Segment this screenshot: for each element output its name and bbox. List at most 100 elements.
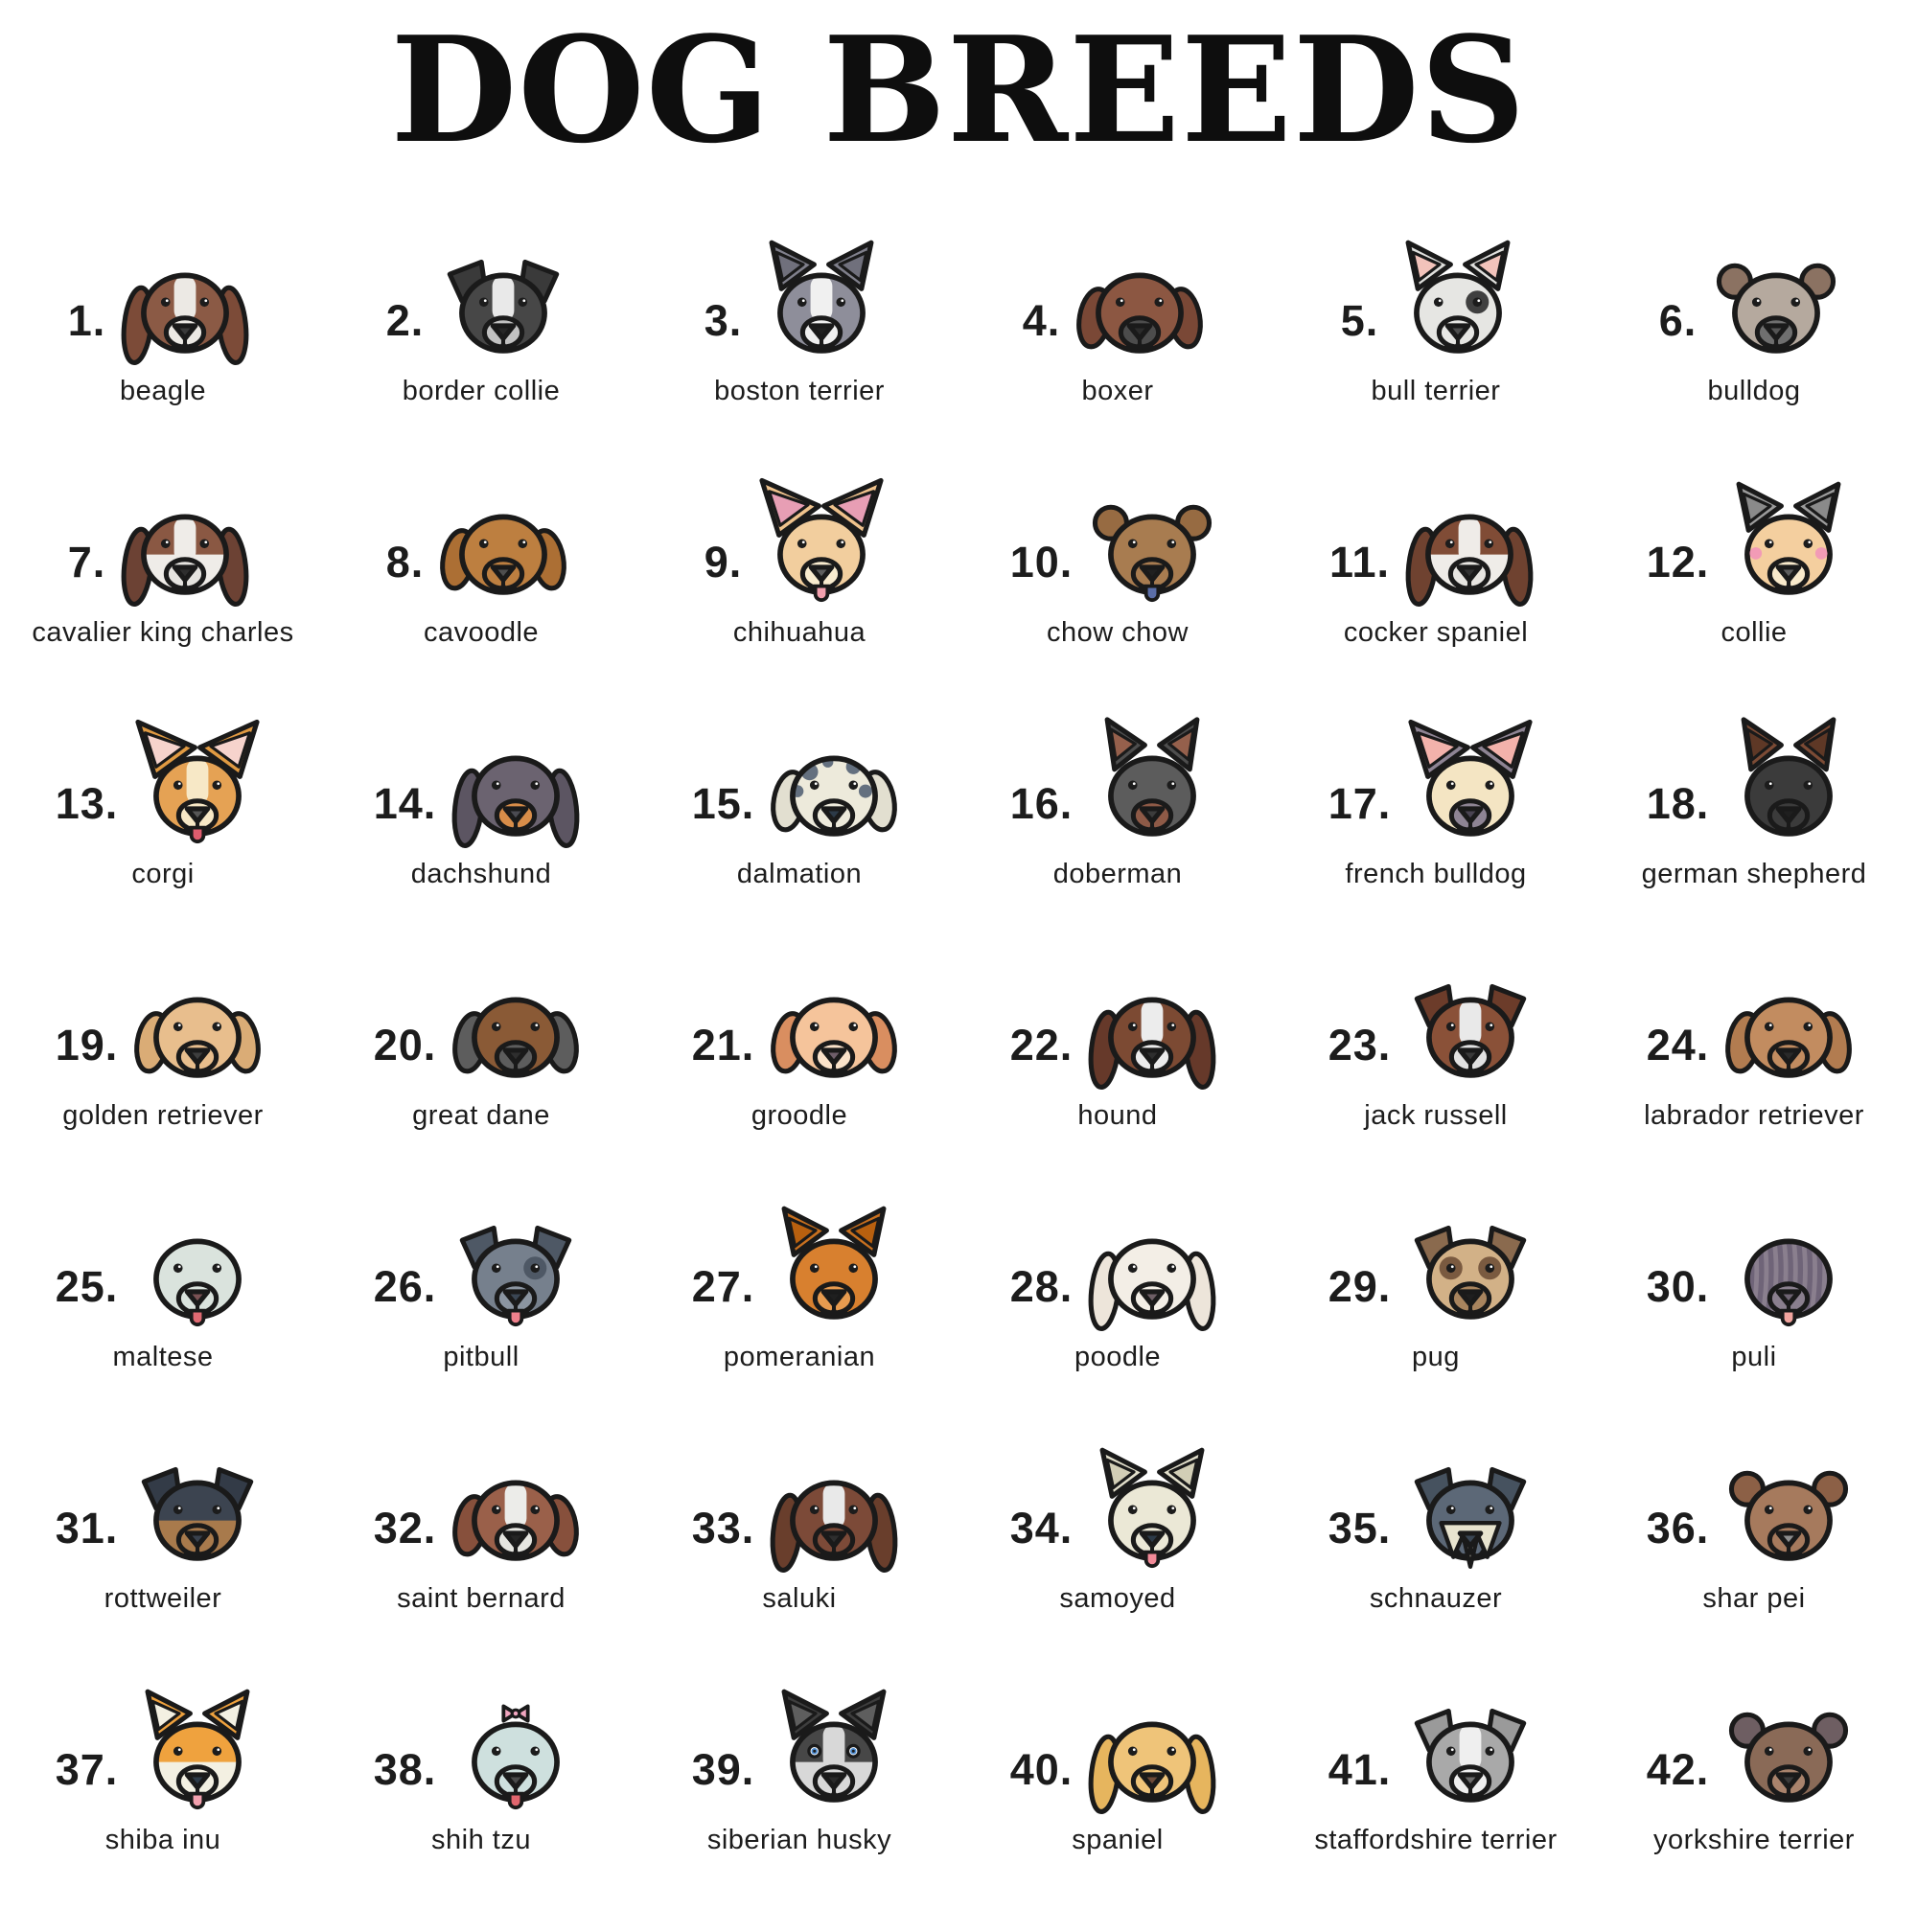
breed-number: 25. — [55, 1262, 119, 1312]
breed-number: 23. — [1328, 1021, 1392, 1070]
breed-cell: 27. pomeranian — [640, 1138, 958, 1379]
breed-label: pomeranian — [723, 1341, 876, 1372]
breed-label: doberman — [1052, 858, 1183, 889]
breed-cell: 41. staffordshire terrier — [1277, 1621, 1595, 1862]
breed-cell: 30. puli — [1595, 1138, 1913, 1379]
breed-number: 35. — [1328, 1504, 1392, 1553]
breed-label: shar pei — [1702, 1582, 1806, 1614]
breed-label: boston terrier — [714, 375, 885, 406]
breed-label: pitbull — [443, 1341, 520, 1372]
breed-number: 13. — [55, 779, 119, 829]
breed-number: 39. — [691, 1745, 755, 1795]
breed-number: 28. — [1009, 1262, 1074, 1312]
schnauzer-face-icon — [1397, 1440, 1543, 1576]
breed-label: saluki — [762, 1582, 837, 1614]
breed-number: 14. — [373, 779, 437, 829]
breed-label: jack russell — [1364, 1099, 1508, 1131]
breed-label: pug — [1412, 1341, 1460, 1372]
breed-number: 37. — [55, 1745, 119, 1795]
breed-cell: 36. shar pei — [1595, 1379, 1913, 1621]
breed-cell: 4. boxer — [958, 172, 1277, 413]
poodle-face-icon — [1079, 1199, 1225, 1335]
breed-grid: 1. beagle 2. border collie 3. boston ter… — [4, 172, 1913, 1862]
breed-number: 27. — [691, 1262, 755, 1312]
chihuahua-face-icon — [749, 474, 894, 610]
groodle-face-icon — [761, 957, 907, 1093]
breed-number: 1. — [67, 296, 106, 346]
pug-face-icon — [1397, 1199, 1543, 1335]
breed-cell: 10. chow chow — [958, 413, 1277, 655]
breed-number: 19. — [55, 1021, 119, 1070]
breed-number: 12. — [1646, 538, 1710, 587]
cocker-spaniel-face-icon — [1397, 474, 1542, 610]
breed-number: 34. — [1009, 1504, 1074, 1553]
breed-label: cocker spaniel — [1343, 616, 1529, 648]
breed-cell: 13. corgi — [4, 655, 322, 896]
puli-face-icon — [1716, 1199, 1861, 1335]
breed-cell: 28. poodle — [958, 1138, 1277, 1379]
breed-number: 6. — [1658, 296, 1698, 346]
breed-label: maltese — [112, 1341, 214, 1372]
breed-cell: 22. hound — [958, 896, 1277, 1138]
page-title: DOG BREEDS — [390, 4, 1527, 175]
german-shepherd-face-icon — [1716, 716, 1861, 852]
breed-label: puli — [1731, 1341, 1777, 1372]
breed-cell: 42. yorkshire terrier — [1595, 1621, 1913, 1862]
breed-number: 29. — [1328, 1262, 1392, 1312]
breed-number: 11. — [1328, 538, 1391, 587]
breed-cell: 12. collie — [1595, 413, 1913, 655]
shih-tzu-face-icon — [443, 1682, 589, 1818]
saluki-face-icon — [761, 1440, 907, 1576]
breed-label: corgi — [131, 858, 195, 889]
breed-number: 30. — [1646, 1262, 1710, 1312]
breed-cell: 14. dachshund — [322, 655, 640, 896]
staffordshire-terrier-face-icon — [1397, 1682, 1543, 1818]
breed-cell: 5. bull terrier — [1277, 172, 1595, 413]
breed-label: cavalier king charles — [32, 616, 294, 648]
breed-number: 2. — [385, 296, 425, 346]
breed-label: german shepherd — [1641, 858, 1867, 889]
doberman-face-icon — [1079, 716, 1225, 852]
breed-cell: 40. spaniel — [958, 1621, 1277, 1862]
breed-number: 24. — [1646, 1021, 1710, 1070]
breed-label: poodle — [1074, 1341, 1162, 1372]
breed-cell: 19. golden retriever — [4, 896, 322, 1138]
breed-label: french bulldog — [1345, 858, 1527, 889]
breed-label: hound — [1077, 1099, 1158, 1131]
breed-label: rottweiler — [104, 1582, 222, 1614]
breed-number: 3. — [704, 296, 743, 346]
jack-russell-face-icon — [1397, 957, 1543, 1093]
breed-cell: 39. siberian husky — [640, 1621, 958, 1862]
collie-face-icon — [1716, 474, 1861, 610]
breed-cell: 35. schnauzer — [1277, 1379, 1595, 1621]
breed-number: 9. — [704, 538, 743, 587]
breed-cell: 25. maltese — [4, 1138, 322, 1379]
breed-label: beagle — [119, 375, 207, 406]
breed-number: 31. — [55, 1504, 119, 1553]
labrador-retriever-face-icon — [1716, 957, 1861, 1093]
breed-cell: 34. samoyed — [958, 1379, 1277, 1621]
dalmation-face-icon — [761, 716, 907, 852]
breed-label: shiba inu — [104, 1824, 221, 1855]
breed-label: shih tzu — [431, 1824, 531, 1855]
breed-cell: 20. great dane — [322, 896, 640, 1138]
breed-number: 36. — [1646, 1504, 1710, 1553]
breed-number: 18. — [1646, 779, 1710, 829]
saint-bernard-face-icon — [443, 1440, 589, 1576]
breed-label: bull terrier — [1371, 375, 1501, 406]
beagle-face-icon — [112, 233, 258, 369]
breed-label: samoyed — [1059, 1582, 1176, 1614]
breed-number: 40. — [1009, 1745, 1074, 1795]
breed-cell: 26. pitbull — [322, 1138, 640, 1379]
boston-terrier-face-icon — [749, 233, 894, 369]
cavoodle-face-icon — [430, 474, 576, 610]
breed-cell: 8. cavoodle — [322, 413, 640, 655]
spaniel-face-icon — [1079, 1682, 1225, 1818]
breed-cell: 23. jack russell — [1277, 896, 1595, 1138]
breed-number: 26. — [373, 1262, 437, 1312]
breed-cell: 37. shiba inu — [4, 1621, 322, 1862]
breed-cell: 21. groodle — [640, 896, 958, 1138]
dachshund-face-icon — [443, 716, 589, 852]
great-dane-face-icon — [443, 957, 589, 1093]
breed-label: dachshund — [410, 858, 552, 889]
